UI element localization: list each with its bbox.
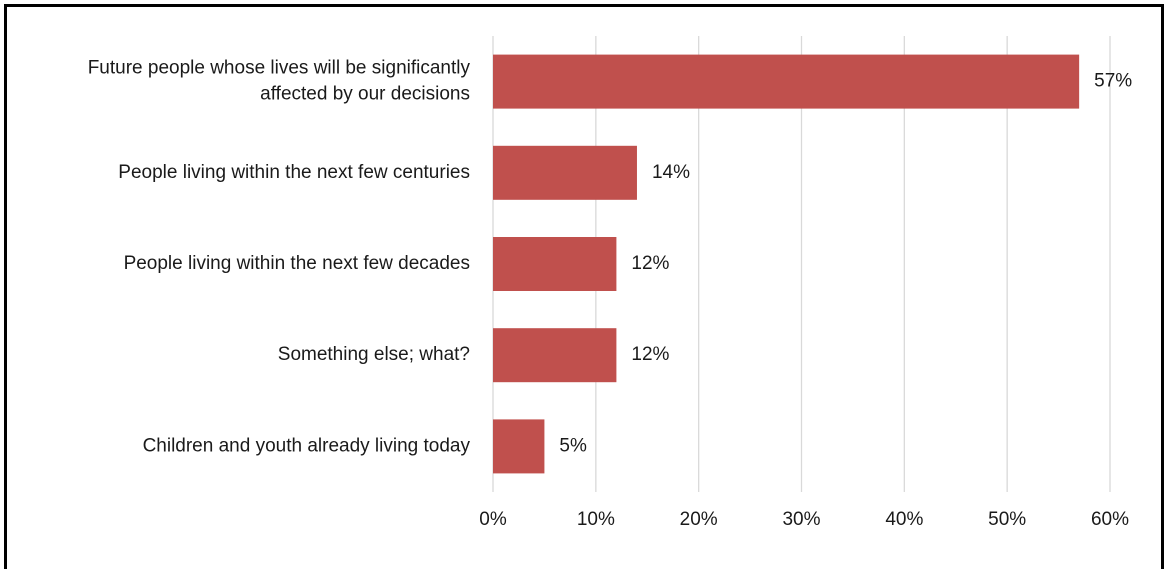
labels: 0% 10% 20% 30% 40% 50% 60% 57% Future people who… (88, 58, 1133, 530)
data-label: 12% (631, 344, 669, 365)
data-label: 5% (559, 435, 587, 456)
x-tick-label: 0% (479, 509, 507, 530)
bars (493, 54, 1080, 474)
data-label: 12% (631, 253, 669, 274)
category-label: Future people whose lives will be signif… (88, 58, 471, 79)
category-label: affected by our decisions (260, 84, 470, 105)
data-label: 14% (652, 162, 690, 183)
bar (493, 145, 637, 200)
x-tick-label: 10% (577, 509, 615, 530)
category-label: People living within the next few decade… (124, 253, 470, 274)
category-label: Children and youth already living today (143, 435, 471, 456)
x-tick-label: 30% (782, 509, 820, 530)
bar (493, 419, 545, 474)
bar (493, 237, 617, 291)
bar (493, 54, 1080, 109)
x-tick-label: 40% (885, 509, 923, 530)
category-label: People living within the next few centur… (118, 162, 470, 183)
x-tick-label: 60% (1091, 509, 1129, 530)
x-tick-label: 20% (680, 509, 718, 530)
data-label: 57% (1094, 71, 1132, 92)
x-tick-label: 50% (988, 509, 1026, 530)
bar (493, 328, 617, 383)
category-label: Something else; what? (278, 344, 470, 365)
